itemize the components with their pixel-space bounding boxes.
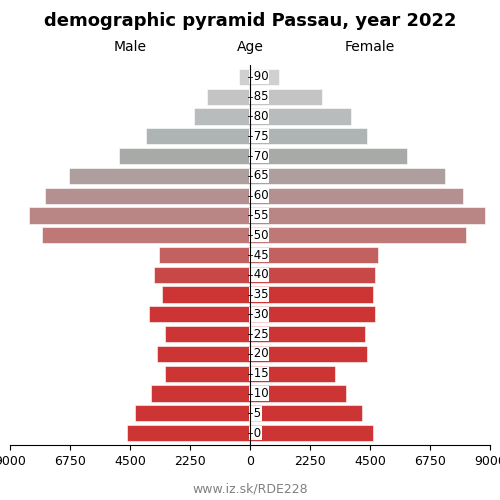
Text: 5: 5 bbox=[250, 407, 261, 420]
Bar bbox=[194, 108, 250, 124]
Text: 25: 25 bbox=[250, 328, 268, 340]
Bar bbox=[250, 386, 346, 402]
Bar bbox=[160, 247, 250, 263]
Bar bbox=[250, 326, 364, 342]
Bar bbox=[156, 346, 250, 362]
Text: 20: 20 bbox=[250, 348, 268, 360]
Bar bbox=[28, 208, 250, 224]
Bar bbox=[250, 108, 352, 124]
Text: 90: 90 bbox=[250, 70, 268, 84]
Text: Male: Male bbox=[114, 40, 146, 54]
Text: 65: 65 bbox=[250, 170, 268, 182]
Bar bbox=[152, 386, 250, 402]
Text: Age: Age bbox=[236, 40, 264, 54]
Text: 55: 55 bbox=[250, 209, 268, 222]
Bar bbox=[250, 405, 362, 421]
Text: demographic pyramid Passau, year 2022: demographic pyramid Passau, year 2022 bbox=[44, 12, 456, 30]
Bar bbox=[250, 227, 466, 244]
Text: 0: 0 bbox=[250, 426, 261, 440]
Bar bbox=[250, 148, 408, 164]
Bar bbox=[250, 128, 368, 144]
Bar bbox=[154, 266, 250, 283]
Bar bbox=[250, 346, 368, 362]
Text: www.iz.sk/RDE228: www.iz.sk/RDE228 bbox=[192, 482, 308, 495]
Bar bbox=[42, 227, 250, 244]
Bar bbox=[250, 266, 376, 283]
Bar bbox=[162, 286, 250, 302]
Text: 50: 50 bbox=[250, 228, 268, 241]
Bar bbox=[164, 366, 250, 382]
Text: 45: 45 bbox=[250, 248, 268, 262]
Bar bbox=[250, 247, 378, 263]
Text: 80: 80 bbox=[250, 110, 268, 123]
Bar bbox=[250, 208, 484, 224]
Bar bbox=[146, 128, 250, 144]
Bar bbox=[250, 425, 372, 441]
Bar bbox=[208, 88, 250, 105]
Text: 10: 10 bbox=[250, 387, 268, 400]
Bar bbox=[250, 366, 336, 382]
Text: Female: Female bbox=[345, 40, 395, 54]
Bar bbox=[68, 168, 250, 184]
Bar bbox=[250, 306, 376, 322]
Text: 35: 35 bbox=[250, 288, 268, 301]
Bar bbox=[44, 188, 250, 204]
Text: 60: 60 bbox=[250, 189, 268, 202]
Text: 70: 70 bbox=[250, 150, 268, 162]
Text: 30: 30 bbox=[250, 308, 268, 321]
Bar bbox=[240, 69, 250, 85]
Bar bbox=[164, 326, 250, 342]
Bar bbox=[250, 168, 444, 184]
Text: 15: 15 bbox=[250, 367, 268, 380]
Bar bbox=[250, 69, 280, 85]
Text: 40: 40 bbox=[250, 268, 268, 281]
Text: 75: 75 bbox=[250, 130, 268, 143]
Bar bbox=[136, 405, 250, 421]
Bar bbox=[250, 188, 464, 204]
Bar bbox=[250, 286, 372, 302]
Bar bbox=[250, 88, 322, 105]
Bar bbox=[128, 425, 250, 441]
Bar bbox=[148, 306, 250, 322]
Bar bbox=[120, 148, 250, 164]
Text: 85: 85 bbox=[250, 90, 268, 103]
